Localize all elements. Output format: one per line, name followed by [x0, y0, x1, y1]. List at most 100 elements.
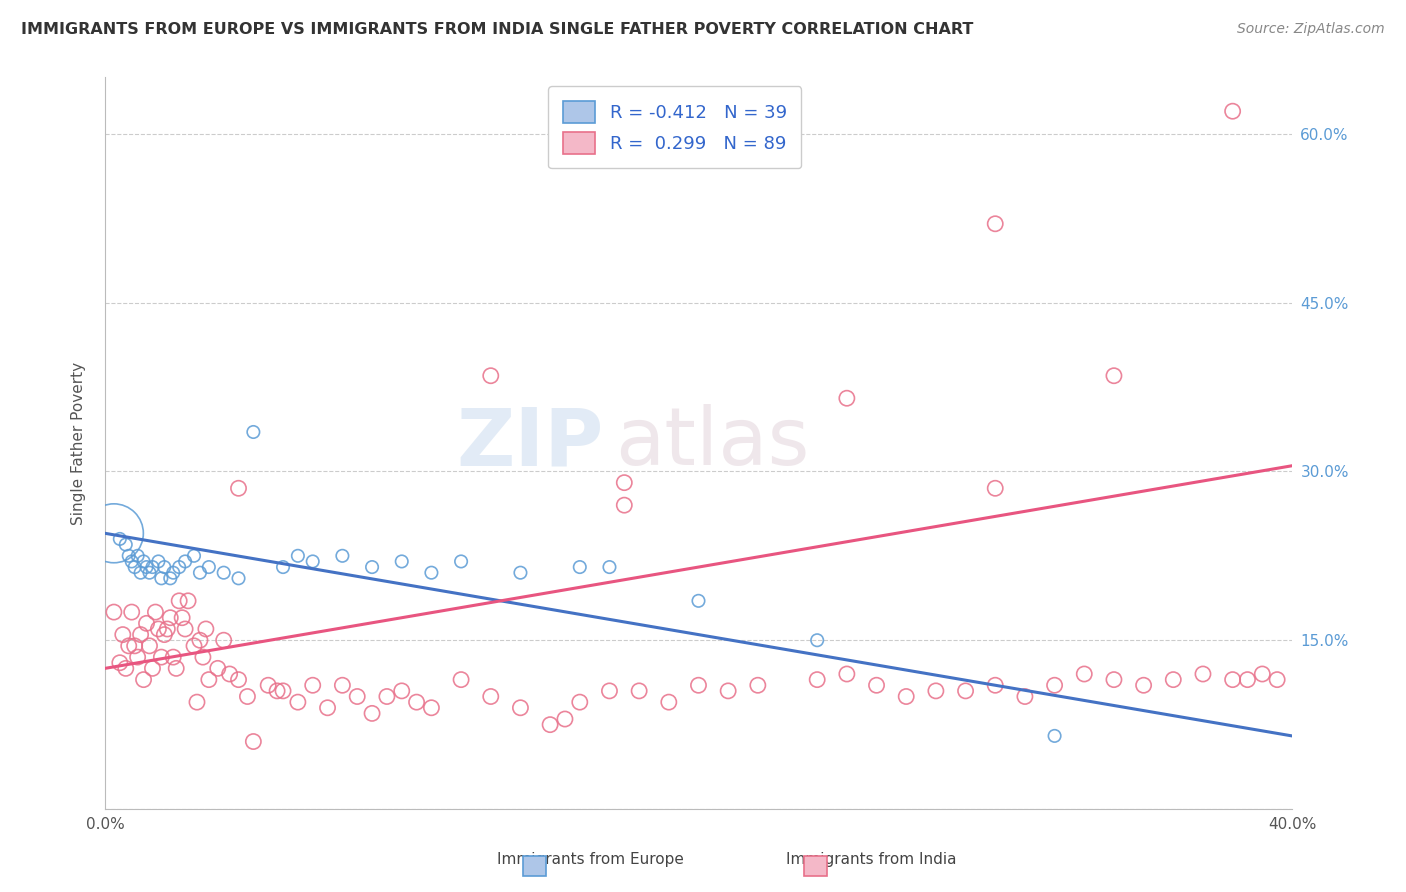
Text: atlas: atlas	[616, 404, 810, 483]
Point	[162, 566, 184, 580]
Point	[287, 695, 309, 709]
Point	[391, 684, 413, 698]
Point	[153, 627, 176, 641]
Point	[162, 650, 184, 665]
Point	[188, 566, 211, 580]
Point	[114, 537, 136, 551]
Point	[598, 560, 620, 574]
Point	[174, 554, 197, 568]
Point	[121, 605, 143, 619]
Point	[375, 690, 398, 704]
Point	[1192, 667, 1215, 681]
Point	[658, 695, 681, 709]
Point	[129, 627, 152, 641]
Point	[865, 678, 887, 692]
Point	[332, 678, 354, 692]
Point	[316, 700, 339, 714]
Point	[450, 673, 472, 687]
Point	[124, 639, 146, 653]
Point	[103, 526, 125, 541]
Point	[138, 639, 160, 653]
Point	[167, 594, 190, 608]
Point	[747, 678, 769, 692]
Point	[118, 639, 141, 653]
Point	[228, 481, 250, 495]
Point	[613, 475, 636, 490]
Point	[138, 566, 160, 580]
Point	[153, 560, 176, 574]
Point	[159, 571, 181, 585]
Point	[301, 554, 323, 568]
Legend: R = -0.412   N = 39, R =  0.299   N = 89: R = -0.412 N = 39, R = 0.299 N = 89	[548, 87, 801, 169]
Point	[127, 650, 149, 665]
Point	[598, 684, 620, 698]
Point	[135, 616, 157, 631]
Point	[150, 571, 173, 585]
Point	[257, 678, 280, 692]
Point	[688, 594, 710, 608]
Point	[212, 566, 235, 580]
Point	[191, 650, 214, 665]
Point	[287, 549, 309, 563]
Point	[108, 656, 131, 670]
Point	[266, 684, 288, 698]
Point	[198, 673, 221, 687]
Point	[835, 667, 858, 681]
Point	[538, 717, 561, 731]
Point	[568, 695, 591, 709]
Point	[114, 661, 136, 675]
Point	[896, 690, 918, 704]
Point	[984, 481, 1007, 495]
Point	[835, 391, 858, 405]
Point	[301, 678, 323, 692]
Point	[479, 368, 502, 383]
Point	[405, 695, 427, 709]
Point	[127, 549, 149, 563]
Point	[183, 639, 205, 653]
Point	[925, 684, 948, 698]
Point	[1132, 678, 1154, 692]
Point	[984, 217, 1007, 231]
Point	[174, 622, 197, 636]
Point	[806, 633, 828, 648]
Point	[688, 678, 710, 692]
Point	[420, 700, 443, 714]
Point	[509, 566, 531, 580]
Point	[479, 690, 502, 704]
Text: ZIP: ZIP	[457, 404, 603, 483]
Point	[1043, 729, 1066, 743]
Point	[124, 560, 146, 574]
Text: Source: ZipAtlas.com: Source: ZipAtlas.com	[1237, 22, 1385, 37]
Point	[141, 560, 163, 574]
Point	[1236, 673, 1258, 687]
Point	[420, 566, 443, 580]
Point	[628, 684, 651, 698]
Point	[121, 554, 143, 568]
Point	[554, 712, 576, 726]
Point	[186, 695, 208, 709]
Point	[194, 622, 217, 636]
Point	[118, 549, 141, 563]
Point	[346, 690, 368, 704]
Point	[218, 667, 240, 681]
Point	[148, 554, 170, 568]
Point	[172, 611, 194, 625]
Text: Immigrants from India: Immigrants from India	[786, 852, 957, 867]
Point	[198, 560, 221, 574]
Point	[135, 560, 157, 574]
Point	[145, 605, 167, 619]
Point	[129, 566, 152, 580]
Point	[613, 498, 636, 512]
Point	[1161, 673, 1184, 687]
Point	[177, 594, 200, 608]
Point	[984, 678, 1007, 692]
Point	[450, 554, 472, 568]
Point	[212, 633, 235, 648]
Point	[806, 673, 828, 687]
Point	[361, 560, 384, 574]
Point	[236, 690, 259, 704]
Point	[103, 605, 125, 619]
Text: IMMIGRANTS FROM EUROPE VS IMMIGRANTS FROM INDIA SINGLE FATHER POVERTY CORRELATIO: IMMIGRANTS FROM EUROPE VS IMMIGRANTS FRO…	[21, 22, 973, 37]
Point	[1073, 667, 1095, 681]
Point	[159, 611, 181, 625]
